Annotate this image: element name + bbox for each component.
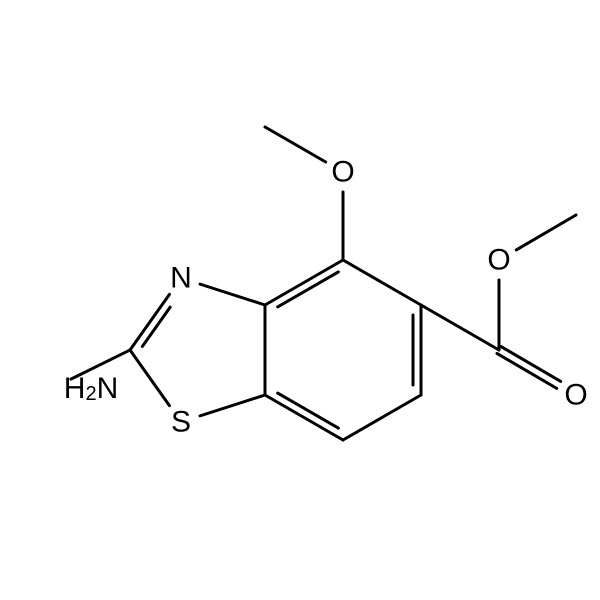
atom-O2: O bbox=[487, 244, 510, 277]
atom-NH2: H2N bbox=[64, 372, 118, 406]
atom-N1: N bbox=[170, 262, 192, 295]
molecule-diagram: S N H2N O O O bbox=[0, 0, 600, 600]
atom-O1: O bbox=[331, 156, 354, 189]
atom-O3: O bbox=[564, 379, 587, 412]
atom-S: S bbox=[171, 406, 191, 439]
